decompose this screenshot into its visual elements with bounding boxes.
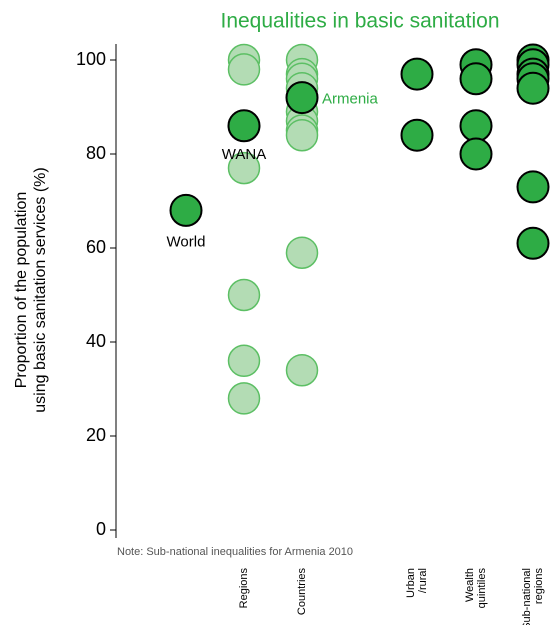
dot xyxy=(285,81,319,115)
y-tick-label: 80 xyxy=(86,143,106,163)
x-tick-label: /rural xyxy=(417,568,429,593)
y-axis-label: Proportion of the population xyxy=(13,192,30,389)
note: Note: Sub-national inequalities for Arme… xyxy=(117,546,353,558)
dot xyxy=(227,382,261,415)
annotation: Armenia xyxy=(322,91,379,108)
dot xyxy=(459,137,493,171)
y-tick-label: 0 xyxy=(96,519,106,539)
x-tick-label: Urban xyxy=(405,568,417,598)
annotation: World xyxy=(167,233,206,250)
dot xyxy=(227,344,261,378)
y-tick-label: 60 xyxy=(86,237,106,257)
dot xyxy=(285,353,319,387)
x-tick-label: quintiles xyxy=(476,568,488,609)
dot xyxy=(285,236,319,269)
x-tick-label: Countries xyxy=(296,568,308,616)
x-tick-label: Sub-national xyxy=(521,568,533,625)
x-tick-label: Regions xyxy=(238,568,250,609)
dot xyxy=(227,278,261,312)
dot xyxy=(227,53,261,86)
dot xyxy=(516,71,550,105)
y-axis-label: using basic sanitation services (%) xyxy=(32,167,49,412)
y-tick-label: 40 xyxy=(86,331,106,351)
x-tick-label: regions xyxy=(533,568,545,605)
dot xyxy=(400,57,434,91)
dot xyxy=(227,109,261,143)
dot xyxy=(400,118,434,152)
dot xyxy=(516,170,550,204)
y-tick-label: 100 xyxy=(76,49,106,69)
annotation: WANA xyxy=(222,146,266,163)
x-tick-label: Wealth xyxy=(464,568,476,602)
dot xyxy=(227,151,261,185)
dot xyxy=(459,109,493,143)
y-tick-label: 20 xyxy=(86,425,106,445)
dot xyxy=(169,193,203,227)
dot xyxy=(516,226,550,260)
dot xyxy=(459,62,493,96)
chart-title: Inequalities in basic sanitation xyxy=(220,10,499,33)
dot xyxy=(285,118,319,152)
